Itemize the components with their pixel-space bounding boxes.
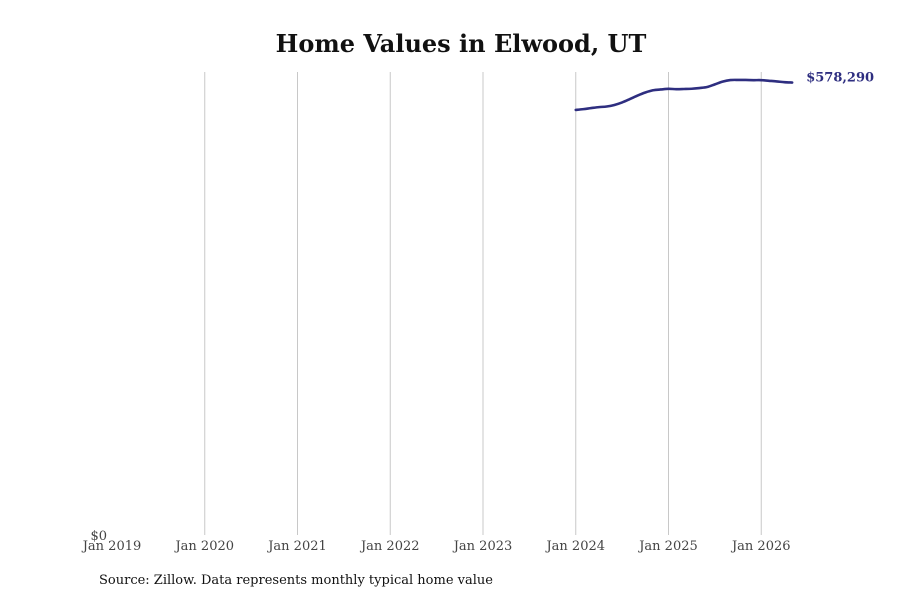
x-tick-label: Jan 2023	[452, 539, 513, 554]
chart-title: Home Values in Elwood, UT	[276, 29, 647, 58]
source-note: Source: Zillow. Data represents monthly …	[99, 573, 493, 588]
x-tick-label: Jan 2026	[730, 539, 791, 554]
series-end-label: $578,290	[806, 71, 874, 86]
x-tick-label: Jan 2020	[173, 539, 234, 554]
x-tick-label: Jan 2025	[637, 539, 698, 554]
x-tick-label: Jan 2024	[544, 539, 605, 554]
gridlines	[204, 72, 762, 535]
series-group	[574, 78, 794, 112]
x-tick-label: Jan 2022	[359, 539, 420, 554]
series-line-0	[574, 78, 794, 112]
x-axis-ticks: Jan 2019 Jan 2020 Jan 2021 Jan 2022 Jan 2023…	[81, 539, 791, 554]
x-tick-label: Jan 2021	[266, 539, 327, 554]
x-tick-label: Jan 2019	[81, 539, 142, 554]
y-axis-ticks: $0	[90, 529, 107, 544]
y-tick-label: $0	[90, 529, 107, 544]
